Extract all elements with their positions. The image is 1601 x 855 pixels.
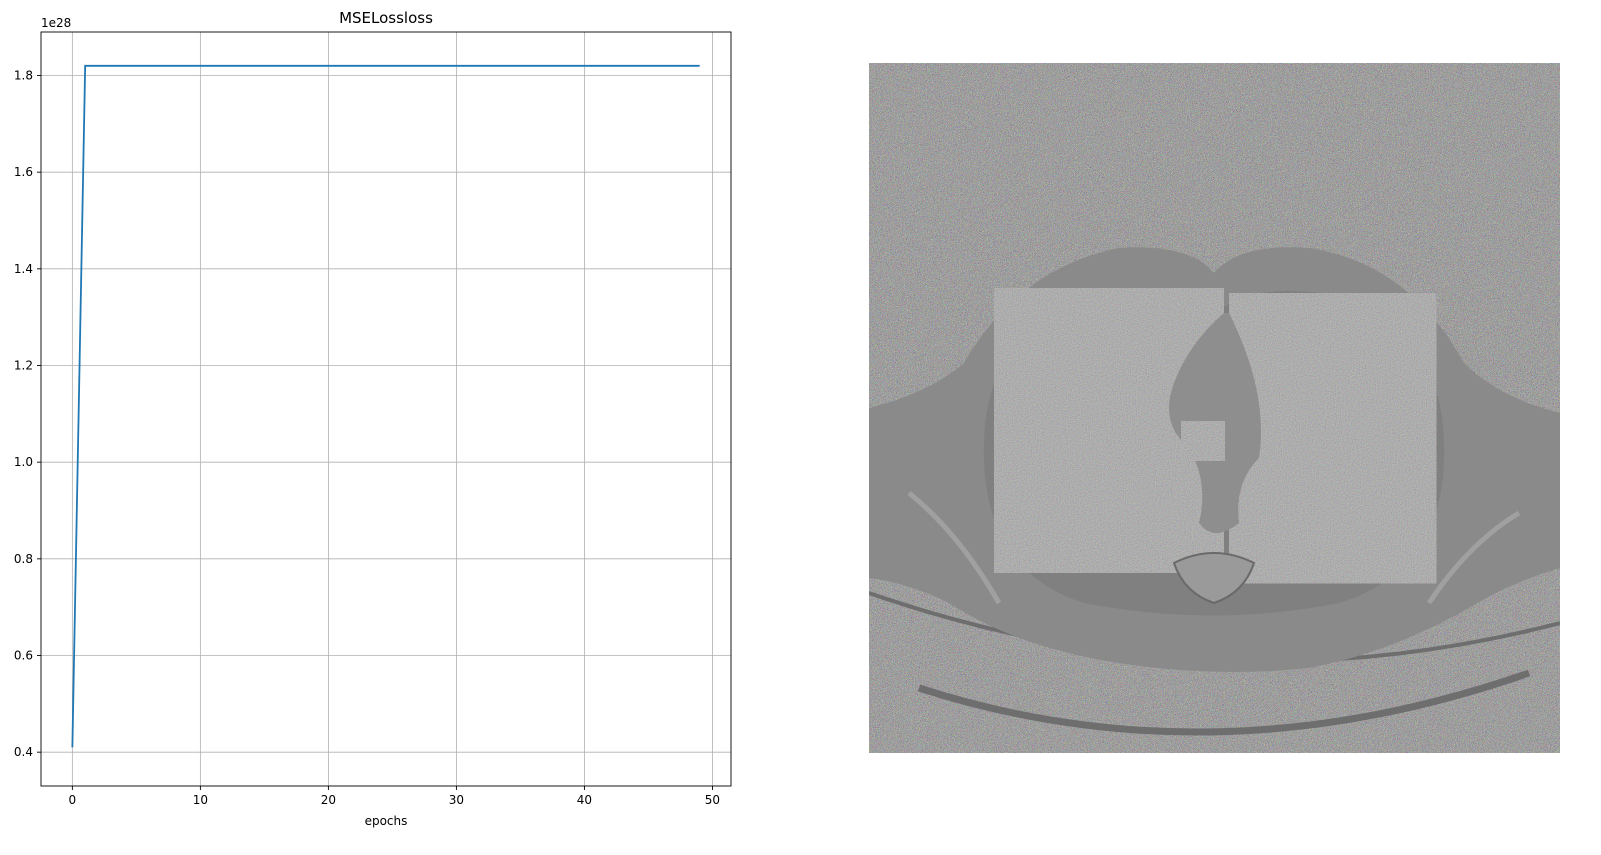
y-tick-label: 0.8	[14, 552, 33, 566]
x-tick-label: 20	[321, 793, 336, 807]
ct-trachea	[1181, 421, 1225, 461]
chart-title: MSELossloss	[339, 9, 433, 27]
y-tick-label: 1.8	[14, 69, 33, 83]
x-tick-label: 0	[69, 793, 77, 807]
y-tick-label: 1.6	[14, 165, 33, 179]
y-tick-label: 1.2	[14, 359, 33, 373]
y-tick-label: 0.6	[14, 649, 33, 663]
plot-frame	[40, 31, 732, 787]
loss-chart: 0 10 20 30 40 50 0.4 0.6 0.8 1.0 1.2 1.4 1.6 1.8 1e28 M…	[14, 9, 732, 828]
ct-scapula-right	[907, 491, 1002, 605]
ct-scan-image	[869, 63, 1560, 753]
loss-series-line	[71, 64, 700, 748]
ct-mediastinum	[1169, 313, 1261, 533]
x-axis-label: epochs	[365, 814, 408, 828]
y-tick-label: 1.0	[14, 455, 33, 469]
x-tick-label: 10	[193, 793, 208, 807]
ct-table-arc-2	[917, 669, 1531, 736]
ct-right-lung	[994, 288, 1224, 573]
ct-left-lung	[1229, 293, 1437, 584]
x-tick-label: 30	[449, 793, 464, 807]
ct-spine	[1172, 552, 1256, 605]
y-scale-label: 1e28	[41, 16, 71, 30]
x-tick-label: 50	[705, 793, 720, 807]
y-tick-label: 1.4	[14, 262, 33, 276]
y-tick-label: 0.4	[14, 745, 33, 759]
x-tick-label: 40	[577, 793, 592, 807]
ct-scapula-left	[1426, 510, 1521, 605]
